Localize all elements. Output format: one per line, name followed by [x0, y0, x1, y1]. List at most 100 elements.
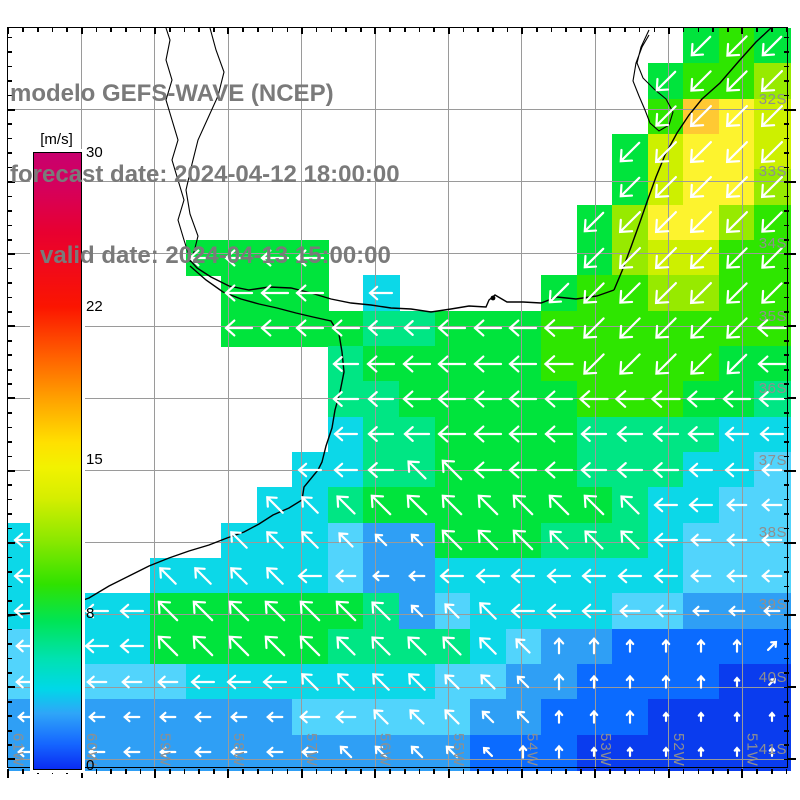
major-tick-top [80, 27, 83, 34]
field-cell [718, 699, 756, 736]
field-cell [327, 381, 365, 418]
minor-tick-bottom [403, 769, 406, 774]
field-cell [718, 98, 756, 135]
major-tick-left [7, 686, 15, 689]
field-cell [718, 239, 756, 276]
major-tick-bottom [80, 769, 83, 778]
field-cell [327, 345, 365, 382]
minor-tick-bottom [257, 769, 259, 774]
field-cell [292, 663, 329, 700]
minor-tick-left [7, 340, 12, 342]
major-tick-top [153, 27, 156, 34]
field-cell [647, 593, 684, 630]
minor-tick-top [492, 27, 494, 32]
minor-tick-left [7, 51, 12, 53]
minor-tick-right [784, 354, 789, 357]
minor-tick-bottom [51, 769, 54, 774]
field-cell [754, 487, 791, 524]
field-cell [256, 593, 293, 630]
minor-tick-right [784, 412, 789, 414]
field-cell [470, 487, 507, 524]
minor-tick-top [609, 27, 612, 32]
field-cell [470, 734, 507, 771]
minor-tick-left [7, 657, 12, 660]
minor-tick-bottom [359, 769, 362, 774]
field-cell [470, 345, 507, 382]
field-cell [718, 169, 756, 206]
field-cell [647, 699, 684, 736]
minor-tick-left [7, 166, 12, 169]
colorbar-tick-label: 15 [86, 451, 103, 468]
lon-label: 51W [743, 733, 761, 767]
field-cell [470, 663, 507, 700]
field-cell [647, 98, 684, 135]
major-tick-left [7, 397, 15, 400]
colorbar-tick-label: 30 [86, 144, 103, 161]
minor-tick-right [784, 80, 789, 82]
minor-tick-left [7, 383, 12, 385]
field-cell [221, 663, 258, 700]
field-cell [505, 487, 542, 524]
field-cell [327, 734, 365, 771]
field-cell [718, 522, 756, 559]
minor-tick-bottom [125, 769, 127, 774]
minor-tick-left [7, 426, 12, 429]
field-cell [647, 169, 684, 206]
minor-tick-left [7, 354, 12, 357]
minor-tick-right [784, 397, 789, 400]
minor-tick-top [433, 27, 435, 32]
minor-tick-left [7, 571, 12, 573]
field-cell [612, 381, 649, 418]
minor-tick-left [7, 238, 12, 241]
minor-tick-left [7, 137, 12, 140]
minor-tick-right [784, 137, 789, 140]
field-cell [754, 416, 791, 453]
field-cell [398, 699, 436, 736]
field-cell [434, 699, 471, 736]
field-cell [256, 699, 293, 736]
field-cell [398, 310, 436, 347]
minor-tick-right [784, 715, 789, 718]
field-cell [505, 663, 542, 700]
major-tick-left [7, 541, 15, 544]
minor-tick-bottom [36, 769, 39, 774]
minor-tick-left [7, 65, 12, 68]
field-cell [150, 593, 187, 630]
lat-label: 32S [758, 91, 787, 108]
model-title: modelo GEFS-WAVE (NCEP) [10, 80, 334, 107]
field-cell [612, 169, 649, 206]
minor-tick-left [7, 599, 12, 602]
field-cell [114, 699, 151, 736]
minor-tick-top [653, 27, 656, 32]
field-cell [718, 593, 756, 630]
minor-tick-left [7, 484, 12, 487]
major-tick-top [667, 27, 670, 34]
field-cell [647, 522, 684, 559]
minor-tick-left [7, 123, 12, 126]
field-cell [647, 381, 684, 418]
lon-label: 61W [9, 733, 27, 767]
lat-label: 36S [758, 379, 787, 397]
minor-tick-bottom [712, 769, 714, 774]
field-cell [683, 63, 720, 100]
field-cell [327, 628, 365, 665]
field-cell [114, 628, 151, 665]
field-cell [114, 593, 151, 630]
field-cell [541, 557, 578, 594]
major-tick-top [374, 27, 377, 34]
minor-tick-right [784, 614, 789, 616]
field-cell [470, 416, 507, 453]
field-cell [256, 487, 293, 524]
grid-line-horizontal [7, 686, 789, 688]
field-cell [718, 345, 756, 382]
major-tick-bottom [153, 769, 156, 778]
field-cell [647, 487, 684, 524]
major-tick-top [227, 27, 230, 34]
field-cell [505, 310, 542, 347]
lon-label: 59W [156, 733, 174, 767]
major-tick-left [7, 758, 15, 761]
minor-tick-right [784, 628, 789, 631]
field-cell [363, 699, 400, 736]
minor-tick-left [7, 224, 12, 227]
major-tick-left [7, 108, 15, 111]
